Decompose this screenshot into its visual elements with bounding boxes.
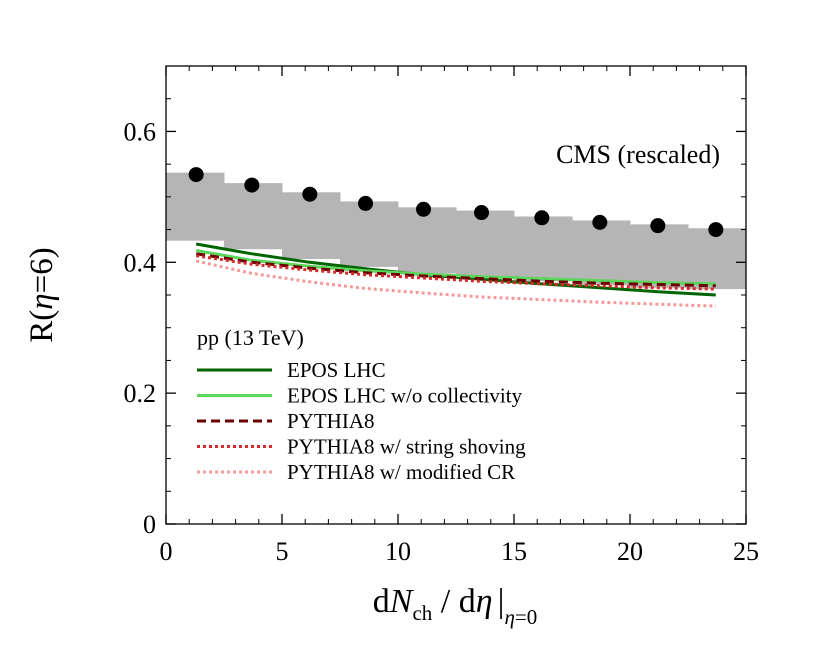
band-segment [572, 220, 631, 286]
band-segment [456, 210, 515, 278]
x-tick-label: 20 [617, 537, 643, 566]
series-line-2 [195, 252, 716, 288]
cms-data-point [708, 222, 724, 238]
y-axis-label-rest: =6) [24, 247, 60, 293]
y-tick-label: 0.2 [124, 379, 157, 408]
cms-data-point [592, 214, 608, 230]
x-axis-label-ch: ch [412, 601, 432, 625]
band-segment [688, 228, 747, 290]
y-axis-label: R(η=6) [24, 247, 60, 342]
x-axis-label-n: N [389, 583, 415, 620]
cms-uncertainty-band [166, 172, 747, 290]
cms-data-point [650, 218, 666, 234]
x-axis-label-eta: η [476, 583, 493, 620]
cms-data-point [244, 177, 260, 193]
band-segment [282, 192, 341, 260]
legend-label-0: EPOS LHC [287, 358, 386, 382]
legend-label-1: EPOS LHC w/o collectivity [287, 384, 523, 408]
y-tick-label: 0.6 [124, 117, 157, 146]
x-axis-label-bar: | [498, 583, 505, 620]
x-tick-label: 10 [385, 537, 411, 566]
x-axis-label-slash: / d [432, 583, 475, 620]
legend-label-3: PYTHIA8 w/ string shoving [287, 435, 526, 459]
x-tick-label: 25 [733, 537, 759, 566]
cms-data-point [416, 201, 432, 217]
series-line-3 [195, 254, 716, 291]
band-segment [166, 172, 225, 241]
x-tick-label: 5 [276, 537, 289, 566]
cms-data-point [188, 167, 204, 183]
y-tick-label: 0.4 [124, 248, 157, 277]
axis-ticks: 0 5 10 15 20 25 0 0.2 0.4 0.6 [124, 66, 759, 566]
model-curves [195, 242, 716, 308]
legend-label-4: PYTHIA8 w/ modified CR [287, 460, 515, 484]
band-segment [630, 224, 689, 288]
y-axis-label-r: R( [24, 310, 60, 343]
band-segment [224, 183, 283, 250]
cms-data-points [188, 167, 724, 238]
cms-data-point [302, 186, 318, 202]
series-line-1 [195, 249, 716, 286]
band-segment [340, 201, 399, 267]
x-tick-label: 0 [160, 537, 173, 566]
cms-data-point [358, 195, 374, 211]
x-tick-label: 15 [501, 537, 527, 566]
x-axis-label-d: d [373, 583, 390, 620]
x-axis-label: dNch / dη |η=0 [373, 583, 537, 629]
y-axis-label-eta: η [24, 293, 60, 309]
legend-label-2: PYTHIA8 [287, 409, 375, 433]
cms-annotation: CMS (rescaled) [556, 140, 720, 169]
cms-data-point [474, 205, 490, 221]
x-axis-label-sub-eq: =0 [515, 605, 537, 629]
x-axis-label-sub-eta: η [504, 605, 514, 629]
cms-data-point [534, 210, 550, 226]
band-segment [398, 207, 457, 274]
series-line-4 [195, 259, 716, 308]
legend-title: pp (13 TeV) [197, 325, 304, 350]
band-segment [514, 216, 573, 282]
y-tick-label: 0 [143, 510, 156, 539]
